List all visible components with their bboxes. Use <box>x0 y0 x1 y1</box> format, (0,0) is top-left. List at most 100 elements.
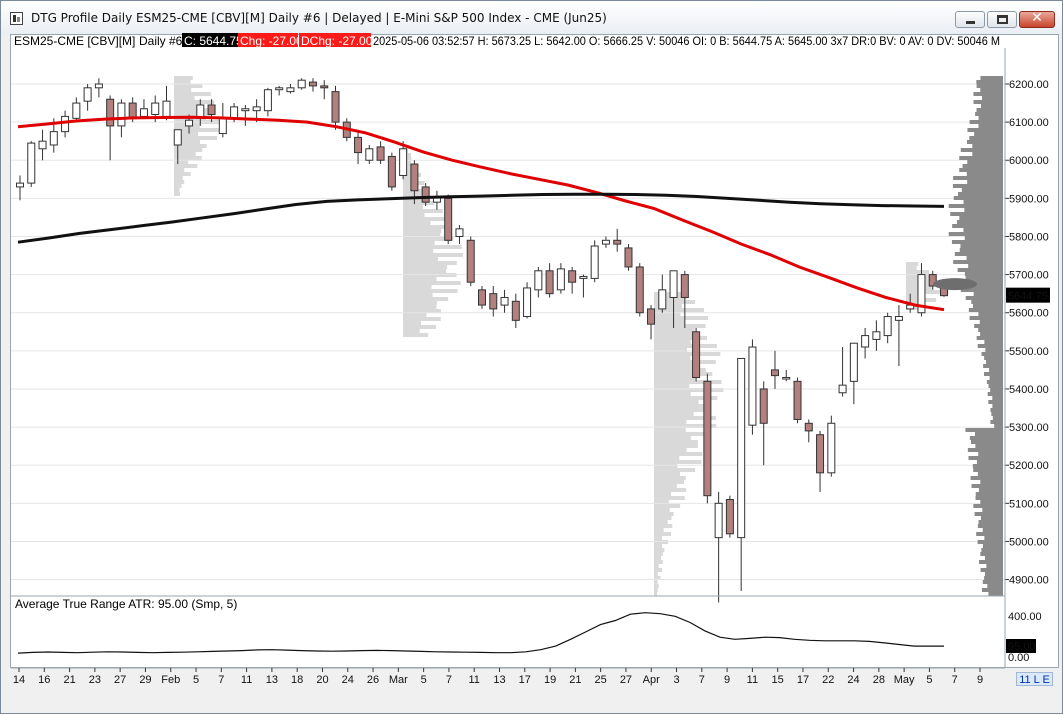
profile-bar-apr <box>654 372 713 376</box>
right-profile-bar <box>981 588 1003 592</box>
right-profile-bar <box>972 152 1003 156</box>
right-profile-bar <box>974 324 1003 328</box>
profile-bar-apr <box>654 336 707 340</box>
profile-bar-mar <box>403 213 425 217</box>
candle-down <box>692 331 701 379</box>
candle-down <box>928 274 937 287</box>
right-profile-bar <box>957 268 1003 272</box>
profile-bar-apr <box>654 312 681 316</box>
right-profile-bar <box>984 340 1003 344</box>
right-profile-bar <box>972 304 1003 308</box>
profile-bar-apr <box>654 480 684 484</box>
profile-bar-feb <box>174 84 203 88</box>
date-label: 21 <box>63 674 75 686</box>
candle-up <box>230 106 239 119</box>
date-label: Apr <box>643 674 660 686</box>
candle-up <box>849 342 858 382</box>
profile-bar-mar <box>403 209 443 213</box>
candle-down <box>376 146 385 161</box>
right-profile-bar <box>953 176 1003 180</box>
date-label: 21 <box>569 674 581 686</box>
profile-bar-apr <box>654 436 691 440</box>
close-button[interactable]: ✕ <box>1019 10 1055 28</box>
date-label: Feb <box>161 674 180 686</box>
price-tick-label: 6100.00 <box>1009 117 1049 129</box>
right-profile-bar <box>976 460 1003 464</box>
candle-up <box>151 102 160 115</box>
profile-bar-apr <box>654 592 658 596</box>
candle-down <box>816 434 825 474</box>
profile-bar-mar <box>403 325 437 329</box>
date-label: 24 <box>847 674 859 686</box>
profile-bar-apr <box>654 588 658 592</box>
candles <box>16 78 948 603</box>
right-profile-bar <box>980 332 1003 336</box>
profile-bar-feb <box>174 192 180 196</box>
candle-down <box>511 300 520 321</box>
candle-down <box>320 85 329 89</box>
candle-down <box>647 308 656 325</box>
right-profile-bar <box>992 396 1003 400</box>
profile-bar-mar <box>403 257 438 261</box>
profile-bar-apr <box>654 324 706 328</box>
profile-bar-apr <box>654 296 687 300</box>
change-label: Chg: -27.00 <box>240 34 303 48</box>
right-profile-bar <box>970 440 1003 444</box>
profile-bar-feb <box>174 76 193 80</box>
right-profile-bar <box>959 168 1003 172</box>
atr-tick-400: 400.00 <box>1008 611 1042 623</box>
right-profile-bar <box>960 280 1003 284</box>
minimize-button[interactable] <box>955 11 985 28</box>
candle-up <box>297 79 306 89</box>
right-profile-bar <box>978 328 1003 332</box>
right-profile-bar <box>950 212 1003 216</box>
profile-bar-apr <box>654 352 721 356</box>
right-profile-bar <box>990 388 1003 392</box>
candle-up <box>601 239 610 245</box>
profile-bar-apr <box>654 304 682 308</box>
title-bar[interactable]: DTG Profile Daily ESM25-CME [CBV][M] Dai… <box>1 1 1062 35</box>
profile-bar-feb <box>174 140 200 144</box>
profile-bar-mar <box>403 265 448 269</box>
right-profile-bar <box>988 400 1003 404</box>
candle-up <box>162 100 171 117</box>
right-profile-bar <box>985 348 1003 352</box>
date-label: 18 <box>291 674 303 686</box>
profile-bar-feb <box>174 168 185 172</box>
close-price-label: C: 5644.75 <box>184 34 243 48</box>
profile-bar-apr <box>654 460 702 464</box>
date-label: 27 <box>114 674 126 686</box>
profile-bar-apr <box>654 412 694 416</box>
right-profile-bar <box>953 260 1003 264</box>
date-label: 24 <box>342 674 354 686</box>
profile-bar-feb <box>174 128 223 132</box>
date-label: 11 <box>747 674 758 686</box>
right-profile-bar <box>967 160 1003 164</box>
profile-bar-feb <box>174 104 203 108</box>
candle-down <box>106 98 115 127</box>
profile-bar-feb <box>174 80 191 84</box>
profile-bar-apr <box>654 444 698 448</box>
moving-averages <box>17 115 945 312</box>
profile-bar-mar <box>403 297 449 301</box>
chart-id-label: Daily #6 <box>139 34 183 48</box>
profile-bar-apr <box>654 528 664 532</box>
right-profile-bar <box>948 204 1003 208</box>
right-profile-bar <box>964 272 1003 276</box>
atr-label: Average True Range ATR: 95.00 (Smp, 5) <box>15 597 237 611</box>
right-profile-bar <box>980 568 1003 572</box>
close-price-box <box>182 33 238 47</box>
right-profile-bar <box>963 200 1003 204</box>
right-profile-bar <box>973 92 1003 96</box>
profile-bar-mar <box>403 185 418 189</box>
candle-up <box>455 228 464 237</box>
corner-label[interactable]: 11 L E <box>1016 672 1053 686</box>
candle-up <box>748 346 757 426</box>
right-profile-bar <box>981 104 1003 108</box>
maximize-button[interactable] <box>987 11 1017 28</box>
profile-bar-apr <box>654 400 699 404</box>
profile-bar-apr <box>654 320 685 324</box>
date-label: 11 <box>241 674 252 686</box>
profile-bar-feb <box>174 144 207 148</box>
